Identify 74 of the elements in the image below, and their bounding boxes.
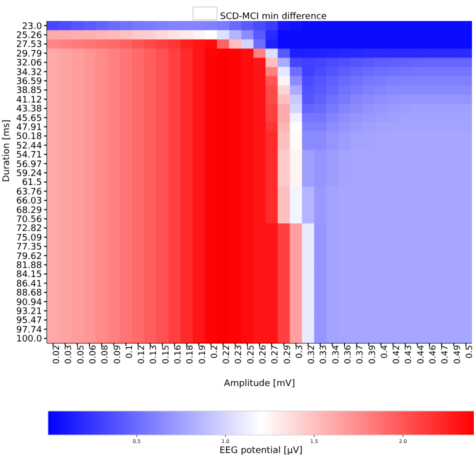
x-tick-label: 0.18 <box>186 345 196 364</box>
y-tick-label: 63.76 <box>16 187 42 198</box>
y-tick-label: 52.44 <box>16 141 42 152</box>
y-tick-label: 93.21 <box>16 306 42 317</box>
x-tick-label: 0.49 <box>452 345 463 364</box>
y-tick-label: 47.91 <box>16 122 42 133</box>
x-tick-label: 0.2 <box>210 345 220 359</box>
y-tick-label: 75.09 <box>16 233 42 244</box>
y-tick-label: 50.18 <box>16 132 42 142</box>
x-tick-label: 0.32 <box>307 345 318 364</box>
y-tick-label: 84.15 <box>16 270 42 280</box>
y-tick-label: 66.03 <box>16 196 42 207</box>
y-tick-label: 81.88 <box>16 260 42 271</box>
x-tick-label: 0.5 <box>464 345 474 359</box>
x-tick-label: 0.23 <box>234 345 244 364</box>
x-tick-label: 0.05 <box>76 345 86 364</box>
y-tick-label: 79.62 <box>16 252 42 262</box>
y-tick-label: 68.29 <box>16 206 42 216</box>
x-tick-label: 0.06 <box>88 345 99 364</box>
y-tick-label: 95.47 <box>16 316 42 326</box>
y-tick-label: 90.94 <box>16 298 42 308</box>
x-tick-label: 0.47 <box>440 345 451 364</box>
y-tick-label: 97.74 <box>16 325 42 336</box>
x-axis-title: Amplitude [mV] <box>224 379 295 389</box>
x-tick-label: 0.03 <box>64 345 74 364</box>
y-tick-label: 86.41 <box>16 279 42 290</box>
y-tick-label: 25.26 <box>16 30 42 41</box>
y-axis-title: Duration [ms] <box>2 120 12 182</box>
x-tick-label: 0.44 <box>416 345 426 364</box>
y-tick-label: 43.38 <box>16 104 42 115</box>
y-tick-label: 29.79 <box>16 49 42 60</box>
x-tick-label: 0.36 <box>344 345 354 364</box>
x-tick-label: 0.33 <box>319 345 330 364</box>
x-tick-label: 0.29 <box>282 345 293 364</box>
x-tick-label: 0.27 <box>270 345 281 364</box>
x-tick-label: 0.22 <box>222 345 232 364</box>
x-tick-label: 0.42 <box>392 345 402 364</box>
x-tick-label: 0.1 <box>124 345 135 359</box>
x-tick-label: 0.25 <box>246 345 256 364</box>
y-tick-label: 34.32 <box>16 68 42 78</box>
x-tick-label: 0.26 <box>258 345 269 364</box>
y-tick-label: 32.06 <box>16 58 42 69</box>
chart-title: SCD-MCI min difference <box>220 12 328 22</box>
x-tick-label: 0.13 <box>149 345 160 364</box>
y-tick-label: 45.65 <box>16 114 42 124</box>
x-tick-label: 0.15 <box>161 345 172 364</box>
y-tick-label: 70.56 <box>16 214 42 225</box>
x-tick-label: 0.08 <box>100 345 111 364</box>
x-tick-label: 0.02 <box>52 345 62 364</box>
x-tick-label: 0.19 <box>198 345 208 364</box>
color-bar-title: EEG potential [μV] <box>219 446 303 455</box>
x-tick-label: 0.3 <box>294 345 305 359</box>
y-tick-label: 54.71 <box>16 150 42 161</box>
x-tick-label: 0.4 <box>380 345 390 359</box>
y-tick-label: 23.0 <box>22 22 42 32</box>
y-tick-label: 77.35 <box>16 242 42 253</box>
x-tick-label: 0.39 <box>368 345 378 364</box>
y-tick-label: 27.53 <box>16 40 42 50</box>
y-tick-label: 36.59 <box>16 76 42 87</box>
x-tick-label: 0.09 <box>112 345 123 364</box>
y-tick-label: 59.24 <box>16 168 42 179</box>
x-tick-label: 0.37 <box>356 345 366 364</box>
y-tick-label: 56.97 <box>16 160 42 170</box>
x-tick-label: 0.12 <box>137 345 148 364</box>
y-tick-label: 38.85 <box>16 86 42 96</box>
y-tick-label: 41.12 <box>16 95 42 106</box>
y-tick-label: 88.68 <box>16 288 42 299</box>
y-tick-label: 100.0 <box>16 334 42 345</box>
x-tick-label: 0.34 <box>331 345 342 364</box>
x-tick-label: 0.46 <box>428 345 439 364</box>
x-tick-label: 0.43 <box>404 345 414 364</box>
y-tick-label: 61.5 <box>22 178 42 188</box>
y-tick-label: 72.82 <box>16 224 42 234</box>
x-tick-label: 0.16 <box>174 345 184 364</box>
